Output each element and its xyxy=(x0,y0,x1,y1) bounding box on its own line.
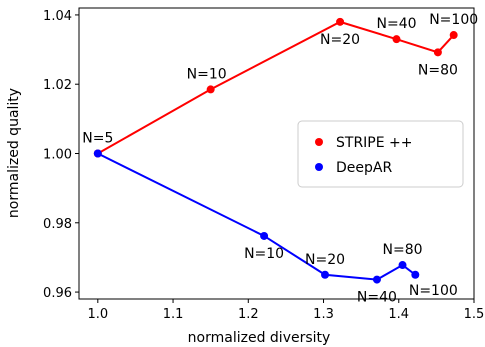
y-axis-title: normalized quality xyxy=(6,88,22,218)
point-label: N=40 xyxy=(376,16,416,32)
data-point xyxy=(398,261,407,270)
legend-marker xyxy=(315,138,323,146)
y-tick-label: 1.02 xyxy=(43,78,72,93)
point-label: N=20 xyxy=(320,32,360,48)
data-point xyxy=(260,231,269,240)
data-point xyxy=(449,31,458,40)
x-tick-label: 1.1 xyxy=(163,307,184,322)
legend: STRIPE ++ DeepAR xyxy=(297,120,464,188)
legend-label: DeepAR xyxy=(336,160,392,176)
y-tick-label: 0.98 xyxy=(43,217,72,232)
data-point xyxy=(372,275,381,284)
point-label: N=20 xyxy=(305,252,345,268)
data-point xyxy=(206,85,215,94)
x-tick-label: 1.3 xyxy=(313,307,334,322)
axes-layer: 1.0 1.1 1.2 1.3 1.4 1.5 0.96 0.98 1.00 1.02 1.04 xyxy=(43,7,485,322)
point-label: N=80 xyxy=(383,242,423,258)
x-axis-title: normalized diversity xyxy=(188,330,331,346)
legend-label: STRIPE ++ xyxy=(336,135,413,151)
data-point xyxy=(433,48,442,57)
data-point xyxy=(321,270,330,279)
legend-marker xyxy=(315,163,323,171)
data-point xyxy=(411,270,420,279)
point-label: N=40 xyxy=(357,290,397,306)
data-point xyxy=(93,149,102,158)
y-tick-label: 1.04 xyxy=(43,9,72,24)
point-label: N=100 xyxy=(429,12,478,28)
point-labels-layer: N=5 N=10 N=20 N=40 N=80 N=100 N=10 N=20 N=40 N=80… xyxy=(82,12,478,306)
data-point xyxy=(336,17,345,26)
x-tick-label: 1.4 xyxy=(388,307,409,322)
point-label: N=10 xyxy=(244,246,284,262)
x-tick-label: 1.5 xyxy=(464,307,485,322)
data-point xyxy=(392,35,401,44)
y-tick-label: 1.00 xyxy=(43,148,72,163)
y-tick-label: 0.96 xyxy=(43,286,72,301)
point-label: N=5 xyxy=(82,131,113,147)
x-tick-label: 1.2 xyxy=(238,307,259,322)
point-label: N=80 xyxy=(418,62,458,78)
legend-box xyxy=(297,120,464,188)
x-tick-label: 1.0 xyxy=(87,307,108,322)
point-label: N=100 xyxy=(409,283,458,299)
series-layer xyxy=(93,17,458,284)
point-label: N=10 xyxy=(187,66,227,82)
